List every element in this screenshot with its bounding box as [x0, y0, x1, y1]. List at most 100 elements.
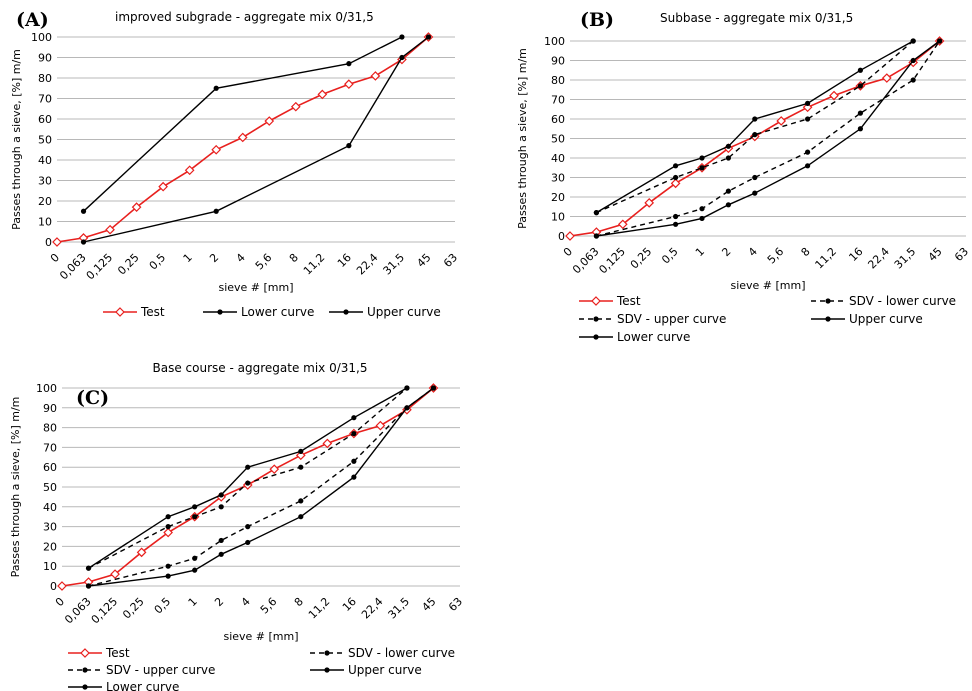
data-point-lower-curve-8	[937, 38, 943, 44]
x-tick-label-31-5: 31,5	[892, 245, 919, 272]
data-point-lower-curve-7	[404, 405, 410, 411]
legend-label-sdv-lower-curve: SDV - lower curve	[849, 294, 956, 308]
series-lower-curve	[85, 385, 437, 589]
data-point-sdv-upper-curve-4	[752, 132, 758, 138]
data-point-sdv-lower-curve-6	[351, 458, 357, 464]
data-point-lower-curve-1	[213, 208, 219, 214]
data-point-test-5	[184, 165, 195, 176]
x-tick-label-1: 1	[186, 595, 200, 609]
x-tick-label-0: 0	[561, 245, 575, 259]
x-tick-label-5-6: 5,6	[765, 245, 787, 267]
data-point-lower-curve-1	[165, 573, 171, 579]
y-tick-label-40: 40	[38, 154, 52, 167]
y-tick-label-60: 60	[551, 113, 565, 126]
data-point-lower-curve-0	[593, 233, 599, 239]
legend-marker-upper-curve	[343, 309, 349, 315]
x-tick-label-0: 0	[48, 251, 62, 265]
y-tick-label-20: 20	[38, 195, 52, 208]
y-tick-label-80: 80	[551, 74, 565, 87]
y-axis-title: Passes through a sieve, [%] m/m	[10, 49, 23, 230]
data-point-sdv-lower-curve-3	[218, 537, 224, 544]
data-point-lower-curve-7	[910, 57, 916, 64]
data-point-upper-curve-6	[351, 415, 357, 421]
panel-label: (C)	[76, 387, 109, 409]
x-tick-label-5-6: 5,6	[253, 251, 275, 273]
y-tick-label-0: 0	[50, 580, 57, 593]
data-point-sdv-upper-curve-6	[351, 430, 357, 437]
chart-panel-b: 0 10 20 30 40 50 60 70 80 90 100 0 0,063 0,125 0,25 0,5…	[500, 0, 972, 345]
legend-item-lower-curve: Lower curve	[203, 305, 314, 319]
data-point-sdv-upper-curve-4	[245, 480, 251, 486]
data-point-test-4	[158, 181, 168, 192]
y-tick-label-0: 0	[45, 236, 52, 249]
legend-label-upper-curve: Upper curve	[348, 663, 422, 677]
data-point-upper-curve-5	[805, 100, 811, 106]
data-point-test-2	[110, 569, 120, 579]
data-point-test-9	[290, 101, 301, 112]
legend-item-upper-curve: Upper curve	[329, 305, 441, 319]
chart-panel-a: 0 10 20 30 40 50 60 70 80 90 100 0 0,063 0,125 0,25 0,5…	[0, 0, 470, 345]
data-point-test-8	[776, 116, 787, 126]
data-point-upper-curve-7	[404, 385, 410, 391]
series-sdv-upper-curve	[593, 38, 916, 216]
y-tick-label-0: 0	[558, 230, 565, 243]
data-point-lower-curve-6	[857, 126, 863, 132]
data-point-test-10	[317, 89, 328, 100]
y-tick-label-10: 10	[43, 560, 57, 573]
y-tick-label-30: 30	[43, 521, 57, 534]
data-point-test-6	[211, 144, 222, 155]
data-point-test-12	[375, 420, 386, 431]
legend-label-upper-curve: Upper curve	[367, 305, 441, 319]
legend-marker-upper-curve	[825, 316, 831, 322]
x-tick-label-2: 2	[719, 245, 733, 259]
data-point-sdv-lower-curve-2	[192, 555, 198, 561]
y-tick-label-80: 80	[38, 72, 52, 85]
legend-marker-lower-curve	[593, 334, 599, 340]
legend-label-upper-curve: Upper curve	[849, 312, 923, 326]
data-point-sdv-lower-curve-1	[165, 563, 171, 569]
data-point-test-8	[264, 116, 275, 126]
y-tick-label-30: 30	[38, 175, 52, 188]
x-axis-title: sieve # [mm]	[730, 279, 805, 292]
data-point-lower-curve-0	[85, 583, 92, 589]
legend-item-sdv-lower-curve: SDV - lower curve	[811, 294, 956, 308]
data-point-sdv-upper-curve-6	[857, 83, 863, 89]
data-point-upper-curve-0	[85, 565, 92, 571]
data-point-test-3	[131, 202, 142, 212]
legend: Test Lower curve Upper curve	[103, 305, 441, 319]
legend-label-test: Test	[616, 294, 641, 308]
y-tick-label-60: 60	[43, 461, 57, 474]
y-tick-label-60: 60	[38, 113, 52, 126]
legend-marker-test	[115, 307, 125, 317]
series-upper-curve	[593, 38, 916, 216]
y-tick-label-50: 50	[43, 481, 57, 494]
legend-marker-lower-curve	[217, 309, 223, 315]
chart-title: improved subgrade - aggregate mix 0/31,5	[115, 10, 374, 24]
series-upper-curve	[85, 385, 410, 571]
gridlines	[57, 36, 455, 243]
data-point-upper-curve-1	[165, 514, 171, 520]
data-point-sdv-lower-curve-4	[752, 174, 758, 181]
data-point-sdv-upper-curve-2	[699, 165, 705, 171]
y-tick-label-90: 90	[551, 55, 565, 68]
data-point-upper-curve-0	[593, 210, 599, 216]
y-axis-title: Passes through a sieve, [%] m/m	[9, 397, 22, 578]
y-tick-label-50: 50	[551, 133, 565, 146]
legend: Test SDV - lower curve SDV - upper curve Up…	[68, 646, 455, 691]
legend-label-lower-curve: Lower curve	[617, 330, 690, 344]
x-tick-label-11-2: 11,2	[301, 251, 328, 278]
legend-item-test: Test	[68, 646, 130, 660]
series-line-sdv-upper-curve	[596, 40, 914, 214]
legend-item-sdv-lower-curve: SDV - lower curve	[310, 646, 455, 660]
chart-title: Subbase - aggregate mix 0/31,5	[660, 11, 853, 25]
y-tick-label-50: 50	[38, 134, 52, 147]
y-tick-label-70: 70	[38, 93, 52, 106]
data-point-test-10	[322, 438, 333, 449]
x-tick-label-0-063: 0,063	[570, 245, 601, 276]
data-point-lower-curve-1	[673, 221, 679, 227]
x-tick-label-63: 63	[952, 245, 971, 264]
gridlines	[570, 40, 966, 237]
data-point-test-12	[881, 73, 892, 83]
y-tick-label-70: 70	[551, 94, 565, 107]
legend-marker-sdv-lower-curve	[324, 650, 330, 656]
